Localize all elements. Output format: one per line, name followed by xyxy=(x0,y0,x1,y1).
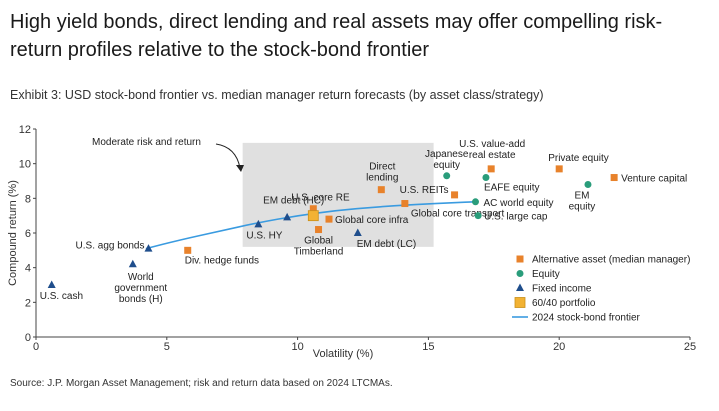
highlight-region xyxy=(242,142,434,247)
point-u-s-reits xyxy=(451,191,459,199)
data-label-eafe-equity: EAFE equity xyxy=(484,183,540,194)
data-label-em-debt-hc: EM debt (HC) xyxy=(263,195,324,206)
x-tick-label: 0 xyxy=(33,341,39,353)
point-u-s-hy xyxy=(254,219,263,228)
point-u-s-agg-bonds xyxy=(144,244,153,252)
scatter-chart: 0 5 10 15 20 25 0 2 4 6 8 10 12 Volatility (%) Compoun… xyxy=(7,124,696,360)
point-u-s-cash xyxy=(47,280,56,288)
point-u-s-value-add-real-estate xyxy=(487,165,495,173)
data-label-u-s-cash: U.S. cash xyxy=(40,291,83,302)
data-label-em-equity: EM equity xyxy=(569,190,596,212)
data-label-private-equity: Private equity xyxy=(548,153,609,164)
data-label-div-hedge-funds: Div. hedge funds xyxy=(185,255,259,266)
point-global-timberland xyxy=(315,226,323,234)
legend-label-equity: Equity xyxy=(532,269,560,280)
legend-label-fixed_income: Fixed income xyxy=(532,284,592,295)
data-label-u-s-reits: U.S. REITs xyxy=(400,185,449,196)
annotation-arrowhead xyxy=(236,165,244,172)
y-tick-label: 2 xyxy=(25,297,31,309)
data-label-japanese-equity: Japanese equity xyxy=(425,149,469,171)
y-tick-label: 12 xyxy=(19,124,31,136)
chart-subtitle: Exhibit 3: USD stock-bond frontier vs. m… xyxy=(10,88,544,102)
point-world-government-bonds-h xyxy=(128,259,137,268)
x-tick-label: 10 xyxy=(291,341,303,353)
point-div-hedge-funds xyxy=(184,246,192,254)
legend-label-frontier: 2024 stock-bond frontier xyxy=(532,313,641,324)
point-u-s-core-re xyxy=(309,205,317,213)
point-private-equity xyxy=(555,165,563,173)
legend-label-portfolio: 60/40 portfolio xyxy=(532,298,596,309)
data-label-global-core-transport: Global core transport xyxy=(411,209,505,220)
x-axis-label: Volatility (%) xyxy=(313,348,374,360)
legend-swatch-fixed_income xyxy=(516,283,524,291)
point-global-core-transport xyxy=(401,200,409,208)
y-tick-label: 4 xyxy=(25,263,31,275)
point-u-s-large-cap xyxy=(474,212,482,220)
data-label-u-s-core-re: U.S. core RE xyxy=(291,193,350,204)
legend-label-alternative: Alternative asset (median manager) xyxy=(532,255,690,266)
legend-swatch-portfolio xyxy=(514,297,526,308)
data-label-global-timberland: Global Timberland xyxy=(294,236,344,258)
annotation-arrow xyxy=(215,143,241,169)
point-venture-capital xyxy=(610,174,618,182)
data-label-u-s-large-cap: U.S. large cap xyxy=(484,212,548,223)
legend-swatch-equity xyxy=(516,270,524,277)
annotation-text: Moderate risk and return xyxy=(92,137,201,148)
point-eafe-equity xyxy=(482,174,490,182)
point-japanese-equity xyxy=(443,172,451,180)
x-tick-label: 25 xyxy=(684,341,696,353)
point-global-core-infra xyxy=(325,215,333,223)
data-label-u-s-value-add-real-estate: U.S. value-add real estate xyxy=(459,139,525,161)
x-tick-label: 15 xyxy=(422,341,434,353)
y-tick-label: 8 xyxy=(25,193,31,205)
y-tick-label: 10 xyxy=(19,159,31,171)
data-label-em-debt-lc: EM debt (LC) xyxy=(357,239,416,250)
y-axis-label: Compound return (%) xyxy=(7,180,19,286)
data-label-world-government-bonds-h: World government bonds (H) xyxy=(114,272,167,305)
data-label-u-s-agg-bonds: U.S. agg bonds xyxy=(76,241,145,252)
data-label-global-core-infra: Global core infra xyxy=(335,215,409,226)
data-label-ac-world-equity: AC world equity xyxy=(483,198,553,209)
data-label-venture-capital: Venture capital xyxy=(621,174,687,185)
chart-title: High yield bonds, direct lending and rea… xyxy=(10,11,663,61)
point-em-debt-lc xyxy=(353,228,362,236)
point-em-debt-hc xyxy=(283,212,292,221)
point-ac-world-equity xyxy=(471,198,479,206)
y-tick-label: 0 xyxy=(25,332,31,344)
point-60-40-portfolio xyxy=(307,210,319,222)
x-tick-label: 20 xyxy=(553,341,565,353)
source-note: Source: J.P. Morgan Asset Management; ri… xyxy=(10,378,393,389)
data-label-direct-lending: Direct lending xyxy=(366,162,398,184)
point-direct-lending xyxy=(377,186,385,194)
x-tick-label: 5 xyxy=(164,341,170,353)
y-tick-label: 6 xyxy=(25,228,31,240)
legend-swatch-alternative xyxy=(516,255,524,263)
point-em-equity xyxy=(584,180,592,188)
data-label-u-s-hy: U.S. HY xyxy=(246,230,282,241)
